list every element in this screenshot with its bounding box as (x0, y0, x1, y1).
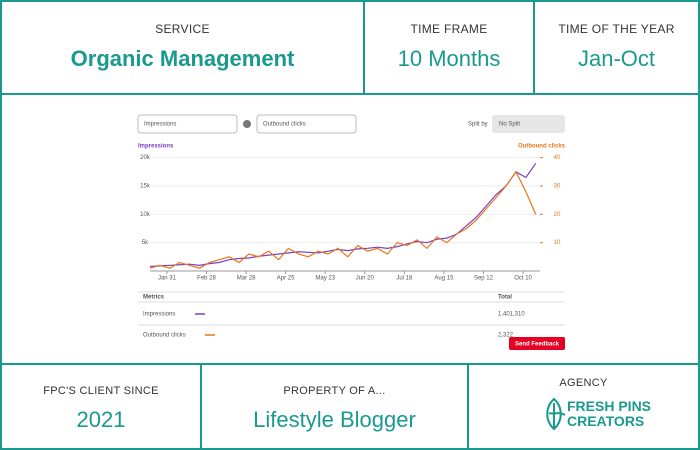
y-tick-label: 10k (140, 212, 151, 218)
logo-text: FRESH PINS CREATORS (567, 399, 651, 429)
feedback-text: Send Feedback (515, 342, 560, 348)
x-tick-label: Jun 20 (356, 276, 375, 282)
x-tick-label: Feb 28 (197, 276, 216, 282)
cell-label: TIME FRAME (410, 22, 488, 36)
table-cell: 2,322 (498, 333, 514, 339)
middle-cell (0, 93, 700, 365)
dropdown-text: Outbound clicks (263, 122, 306, 128)
dropdown[interactable] (492, 115, 565, 133)
logo-icon (546, 397, 566, 431)
y2-tick-label: 10 (554, 240, 561, 246)
service-cell: SERVICE Organic Management (0, 0, 365, 95)
table-header: Metrics (143, 295, 165, 301)
swap-icon[interactable] (243, 120, 251, 128)
split-label: Split by (468, 122, 488, 128)
dropdown[interactable] (256, 114, 357, 134)
cell-value: Jan-Oct (577, 46, 656, 71)
table-cell: Outbound clicks (143, 333, 186, 339)
logo-line: FRESH PINS (567, 398, 652, 414)
legend-label: Impressions (138, 144, 174, 150)
x-tick-label: Aug 15 (434, 276, 454, 282)
cell-label: PROPERTY OF A... (283, 385, 386, 397)
x-tick-label: Oct 10 (514, 276, 532, 282)
cell-label: FPC'S CLIENT SINCE (43, 385, 159, 397)
time-year-cell: TIME OF THE YEAR Jan-Oct (533, 0, 700, 95)
y2-tick-label: 40 (554, 155, 561, 161)
x-tick-label: May 23 (315, 276, 335, 282)
cell-value: Lifestyle Blogger (253, 407, 416, 432)
table-header: Total (498, 295, 512, 301)
x-tick-label: Jul 18 (396, 276, 413, 282)
y2-tick-label: 30 (554, 184, 561, 190)
cell-label: SERVICE (155, 22, 210, 36)
property-cell: PROPERTY OF A... Lifestyle Blogger (200, 363, 469, 450)
logo-line: CREATORS (567, 413, 645, 429)
cell-value: 2021 (76, 407, 126, 432)
series-line (149, 170, 537, 269)
client-cell: FPC'S CLIENT SINCE 2021 (0, 363, 202, 450)
y-tick-label: 5k (142, 240, 149, 246)
x-tick-label: Mar 28 (237, 276, 256, 282)
x-tick-label: Apr 25 (277, 276, 295, 282)
series-line (149, 162, 537, 268)
legend-label: Outbound clicks (518, 144, 566, 150)
x-tick-label: Sep 12 (474, 276, 494, 282)
cell-value: Organic Management (70, 46, 295, 71)
x-tick-label: Jan 31 (158, 276, 177, 282)
chart-widget: Impressions Outbound clicks Split by No … (137, 114, 566, 350)
agency-cell: AGENCY FRESH PINS CREATORS (467, 363, 700, 450)
cell-label: AGENCY (559, 377, 608, 389)
dropdown[interactable] (137, 114, 238, 134)
cell-value: 10 Months (397, 46, 501, 71)
y-tick-label: 20k (140, 155, 151, 161)
feedback-button[interactable] (509, 337, 565, 350)
table-cell: Impressions (143, 312, 175, 318)
dropdown-text: Impressions (144, 122, 176, 128)
table-cell: 1,401,310 (498, 312, 525, 318)
logo: FRESH PINS CREATORS (469, 397, 698, 433)
y2-tick-label: 20 (554, 212, 561, 218)
y-tick-label: 15k (140, 184, 151, 190)
cell-label: TIME OF THE YEAR (558, 22, 675, 36)
dropdown-text: No Split (499, 122, 520, 128)
time-frame-cell: TIME FRAME 10 Months (363, 0, 535, 95)
plot-area (150, 152, 540, 271)
